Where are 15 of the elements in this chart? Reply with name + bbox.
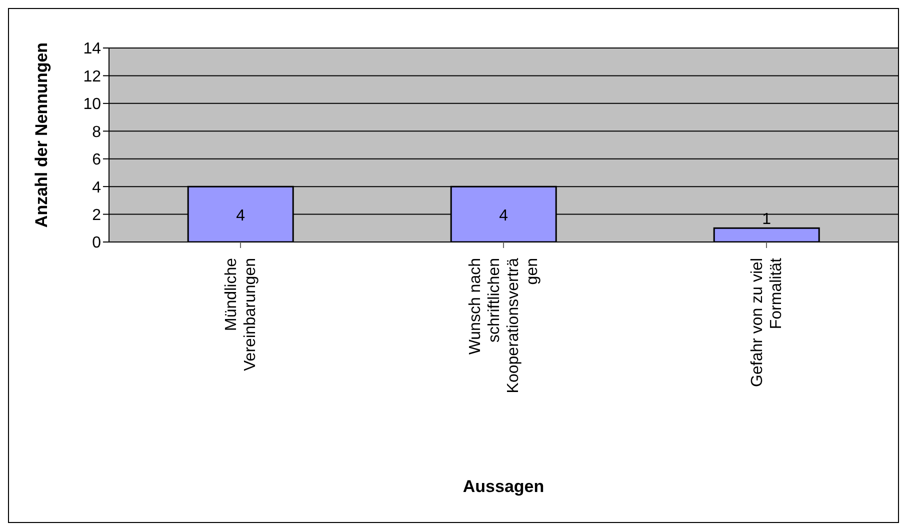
data-label: 4 bbox=[499, 207, 508, 224]
y-axis-title: Anzahl der Nennungen bbox=[32, 42, 52, 228]
x-tick-label: Gefahr von zu viel Formalität bbox=[749, 257, 785, 387]
data-label: 4 bbox=[236, 207, 246, 224]
y-tick-label: 4 bbox=[92, 179, 102, 196]
y-tick-label: 6 bbox=[92, 152, 102, 169]
x-axis-title: Aussagen bbox=[462, 477, 544, 496]
x-tick-label: Mündliche Vereinbarungen bbox=[223, 258, 259, 371]
x-tick-label: Wunsch nach schriftlichen Kooperationsverträ gen bbox=[467, 258, 541, 394]
y-tick-label: 12 bbox=[83, 68, 102, 86]
y-tick-label: 0 bbox=[92, 234, 102, 252]
y-tick-label: 8 bbox=[92, 124, 102, 141]
y-tick-label: 10 bbox=[83, 96, 102, 114]
y-tick-label: 2 bbox=[92, 206, 102, 224]
y-tick-label: 14 bbox=[83, 40, 102, 58]
